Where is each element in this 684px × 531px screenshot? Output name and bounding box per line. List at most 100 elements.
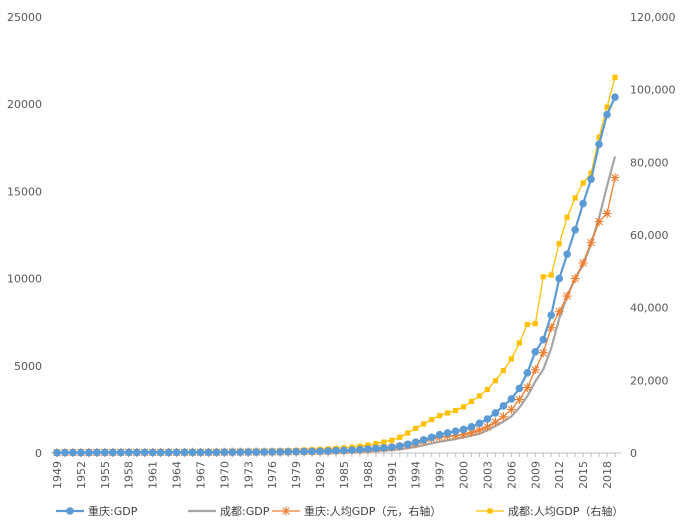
data-point xyxy=(508,356,514,362)
data-point xyxy=(530,365,540,375)
data-point xyxy=(316,447,324,456)
data-point xyxy=(93,448,101,457)
data-point xyxy=(196,448,205,457)
data-point xyxy=(532,321,538,327)
data-point xyxy=(364,445,372,453)
data-point xyxy=(380,444,388,452)
data-point xyxy=(580,180,586,186)
data-point xyxy=(546,323,556,333)
data-point xyxy=(236,448,245,456)
data-point xyxy=(498,412,508,422)
data-point xyxy=(389,437,395,443)
data-point xyxy=(411,438,420,446)
data-point xyxy=(140,448,149,457)
data-point xyxy=(284,448,292,456)
x-tick-label: 2012 xyxy=(553,461,566,489)
x-tick-label: 1955 xyxy=(99,461,112,489)
x-tick-label: 1982 xyxy=(314,461,327,489)
data-point xyxy=(244,448,253,456)
data-point xyxy=(467,423,476,431)
left-y-tick-label: 25000 xyxy=(7,11,42,24)
data-point xyxy=(514,395,524,405)
legend-swatch-marker xyxy=(281,506,291,516)
data-point xyxy=(268,448,277,456)
data-point xyxy=(403,440,412,449)
data-point xyxy=(372,444,380,453)
data-point xyxy=(516,340,522,346)
legend-label: 重庆:人均GDP（元，右轴） xyxy=(304,504,441,518)
left-y-tick-label: 20000 xyxy=(7,98,42,111)
data-point xyxy=(492,378,499,384)
series-3 xyxy=(54,74,618,455)
data-point xyxy=(474,425,484,435)
x-tick-label: 1994 xyxy=(410,461,423,489)
left-y-tick-label: 10000 xyxy=(7,273,42,286)
data-point xyxy=(499,402,508,410)
data-point xyxy=(212,448,221,457)
data-point xyxy=(308,447,316,456)
data-point xyxy=(421,421,427,427)
legend-label: 重庆:GDP xyxy=(88,504,138,518)
data-point xyxy=(483,415,492,423)
data-point xyxy=(427,433,436,442)
data-point xyxy=(571,225,579,234)
data-point xyxy=(405,430,411,436)
data-point xyxy=(490,417,500,427)
right-y-axis: 0 20,000 40,000 60,000 80,000 100,000 120,000 xyxy=(630,11,676,460)
data-point xyxy=(586,238,596,248)
x-tick-label: 1997 xyxy=(434,461,447,489)
data-point xyxy=(365,442,371,448)
data-point xyxy=(228,448,237,456)
right-y-tick-label: 100,000 xyxy=(630,84,676,97)
data-point xyxy=(522,383,532,393)
data-point xyxy=(156,448,165,457)
data-point xyxy=(132,448,141,457)
legend-item: 成都:人均GDP（右轴） xyxy=(476,504,623,518)
x-tick-label: 1952 xyxy=(75,461,88,489)
x-tick-label: 1973 xyxy=(242,461,255,489)
legend-swatch-marker xyxy=(66,507,74,515)
data-point xyxy=(220,448,229,457)
data-point xyxy=(429,416,435,423)
right-y-tick-label: 60,000 xyxy=(630,229,669,242)
data-point xyxy=(572,195,578,201)
x-tick-label: 1985 xyxy=(338,461,351,489)
data-point xyxy=(395,442,404,450)
data-point xyxy=(547,311,556,320)
data-point xyxy=(292,447,300,456)
data-point xyxy=(451,431,461,441)
legend-item: 重庆:GDP xyxy=(56,504,138,518)
data-point xyxy=(276,448,285,456)
left-y-axis: 0 5000 10000 15000 20000 25000 xyxy=(7,11,42,460)
left-y-tick-label: 5000 xyxy=(14,360,42,373)
right-y-tick-label: 120,000 xyxy=(630,11,676,24)
data-point xyxy=(596,134,602,140)
x-tick-label: 1958 xyxy=(123,461,136,489)
data-point xyxy=(204,448,213,457)
x-tick-label: 1988 xyxy=(362,461,375,489)
data-point xyxy=(562,291,572,301)
data-point xyxy=(482,422,492,432)
data-point xyxy=(578,258,588,268)
data-point xyxy=(579,199,587,208)
data-point xyxy=(109,448,117,457)
data-point xyxy=(570,274,580,284)
series-2 xyxy=(52,173,620,458)
x-axis: 1949 1952 1955 1958 1961 1964 1967 1970 1973 1976… xyxy=(51,452,621,489)
data-point xyxy=(603,110,611,119)
data-point xyxy=(397,434,403,440)
data-point xyxy=(124,448,133,457)
data-point xyxy=(548,272,554,278)
data-point xyxy=(452,407,459,414)
data-point xyxy=(437,412,443,419)
data-point xyxy=(475,419,484,428)
data-point xyxy=(459,429,469,439)
x-tick-label: 1991 xyxy=(386,461,399,489)
data-point xyxy=(419,436,428,444)
data-point xyxy=(451,427,460,436)
data-point xyxy=(53,448,61,457)
data-point xyxy=(172,448,181,457)
x-tick-label: 2015 xyxy=(577,461,590,489)
data-point xyxy=(61,448,69,457)
right-y-tick-label: 40,000 xyxy=(630,302,669,315)
